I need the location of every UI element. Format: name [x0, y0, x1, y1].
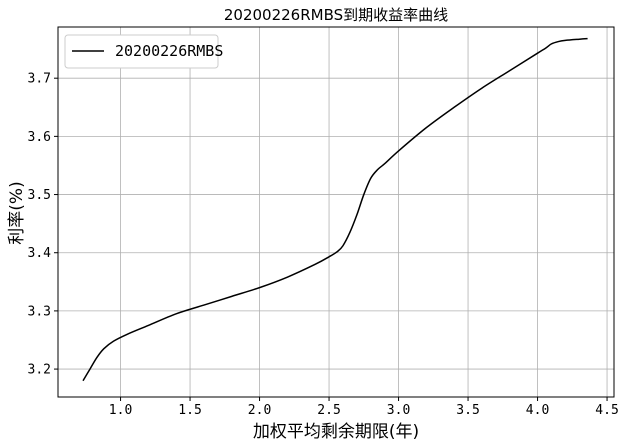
x-tick-label: 4.0	[526, 403, 549, 418]
x-axis-label: 加权平均剩余期限(年)	[253, 422, 419, 442]
chart-title: 20200226RMBS到期收益率曲线	[224, 6, 448, 24]
x-tick-label: 3.0	[387, 403, 410, 418]
series-layer	[82, 37, 588, 382]
y-tick-label: 3.3	[28, 304, 51, 319]
y-tick-label: 3.2	[28, 363, 51, 378]
plot-frame	[57, 26, 615, 398]
x-tick-label: 2.5	[317, 403, 340, 418]
x-tick-label: 4.5	[595, 403, 618, 418]
y-tick-label: 3.6	[28, 130, 51, 145]
legend-box	[64, 34, 219, 69]
x-tick-label: 2.0	[248, 403, 271, 418]
y-tick-label: 3.7	[28, 72, 51, 87]
legend: 20200226RMBS	[64, 34, 223, 69]
x-tick-label: 1.5	[178, 403, 201, 418]
y-axis-label: 利率(%)	[7, 181, 27, 244]
y-tick-label: 3.4	[28, 246, 52, 261]
y-tick-label: 3.5	[28, 188, 51, 203]
ticks: 1.0 1.5 2.0 2.5 3.0 3.5 4.0 4.5 3.2 3.3 3.4 3.5 3.6 3…	[28, 72, 619, 418]
series-line	[82, 37, 588, 382]
x-tick-label: 3.5	[456, 403, 479, 418]
grid	[58, 27, 614, 397]
x-tick-label: 1.0	[109, 403, 132, 418]
legend-label: 20200226RMBS	[115, 42, 223, 60]
